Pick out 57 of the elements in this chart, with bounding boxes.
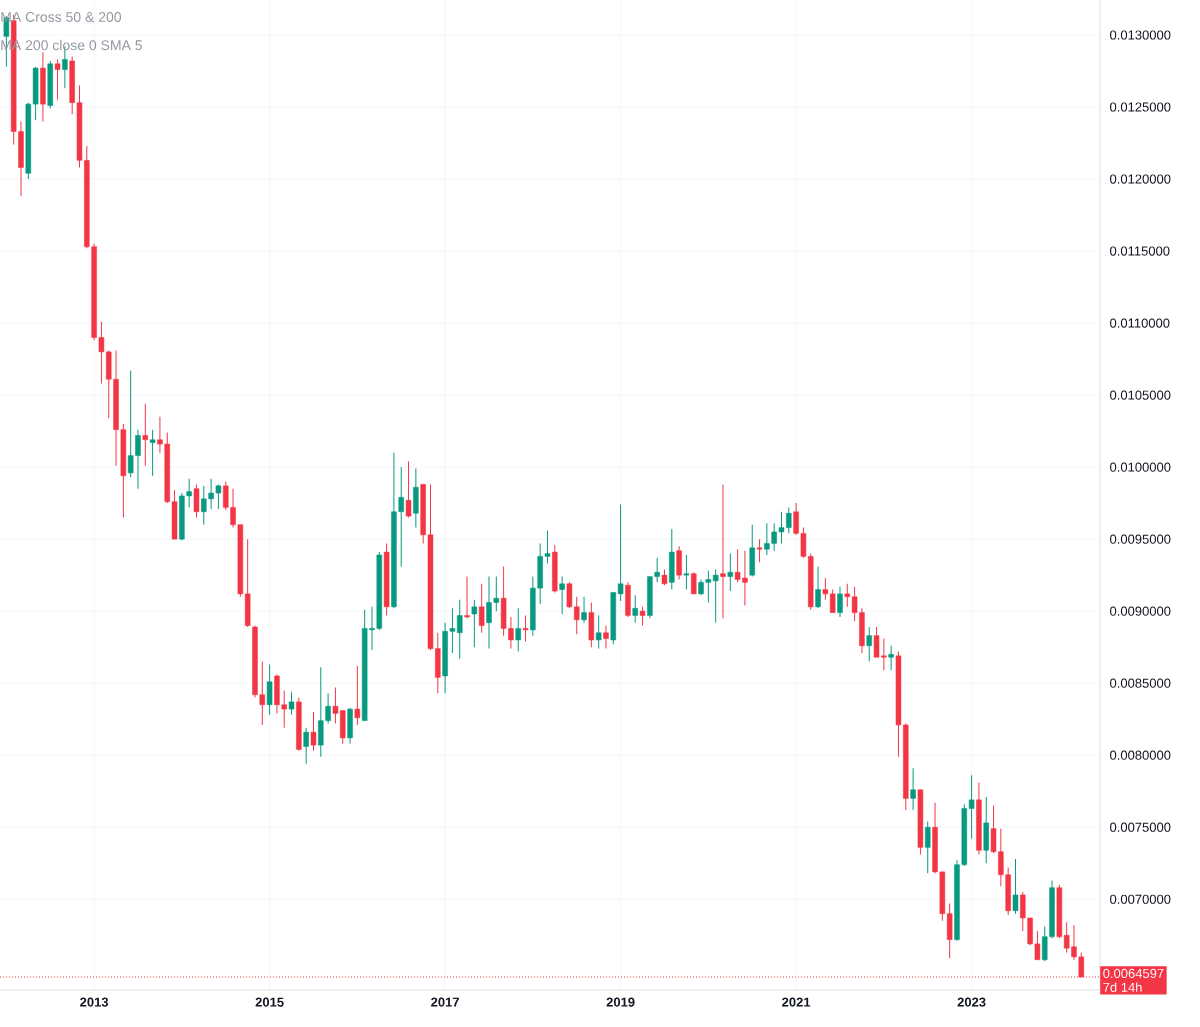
candlestick (581, 596, 587, 624)
candlestick (603, 625, 609, 650)
x-tick-label: 2013 (80, 997, 109, 1007)
candlestick (303, 727, 309, 765)
x-tick-label: 2017 (431, 997, 459, 1007)
candlestick (354, 665, 361, 726)
x-tick-label: 2015 (255, 997, 284, 1007)
candlestick (149, 429, 156, 477)
candlestick (471, 599, 478, 648)
candlestick (888, 645, 894, 671)
candlestick (639, 606, 646, 627)
candlestick (595, 614, 602, 650)
candlestick (756, 538, 763, 563)
candlestick (815, 566, 821, 609)
y-tick-label: 0.0080000 (1110, 750, 1171, 760)
y-tick-label: 0.0110000 (1110, 318, 1170, 328)
y-tick-label: 0.0105000 (1110, 390, 1171, 400)
y-tick-label: 0.0115000 (1110, 246, 1170, 256)
candlestick (822, 577, 829, 601)
candlestick (910, 767, 916, 811)
candlestick (478, 583, 485, 634)
candlestick (690, 571, 697, 595)
candlestick (515, 607, 521, 652)
candlestick (632, 594, 638, 624)
x-tick-label: 2023 (957, 997, 986, 1007)
candlestick (288, 691, 295, 716)
y-tick-label: 0.0120000 (1110, 174, 1171, 184)
y-tick-label: 0.0095000 (1110, 534, 1171, 544)
candlestick (54, 58, 61, 101)
candlestick (720, 483, 726, 619)
y-tick-label: 0.0125000 (1110, 102, 1171, 112)
y-tick-label: 0.0075000 (1110, 822, 1171, 832)
candlestick (866, 626, 872, 663)
candlestick (683, 554, 690, 591)
ref-line-label: 0.0064597 (1103, 968, 1164, 978)
candlestick (924, 820, 931, 874)
x-tick-label: 2019 (606, 997, 635, 1007)
y-tick-label: 0.0100000 (1110, 462, 1171, 472)
text: 7d 14h (1103, 982, 1142, 992)
x-tick-label: 2021 (782, 997, 811, 1007)
candlestick (559, 576, 565, 615)
candlestick (193, 483, 200, 519)
y-tick-label: 0.0090000 (1110, 606, 1171, 616)
candlestick (464, 576, 470, 619)
candlestick (522, 614, 529, 642)
y-tick-label: 0.0085000 (1110, 678, 1171, 688)
candlestick (712, 568, 719, 624)
candlestick (727, 553, 734, 592)
y-tick-label: 0.0070000 (1110, 894, 1171, 904)
candlestick (266, 663, 273, 716)
y-tick-label: 0.0130000 (1110, 30, 1171, 40)
candlestick (142, 403, 149, 467)
candlestick (829, 589, 836, 614)
candlestick (310, 711, 317, 752)
candlestick (1012, 858, 1019, 915)
candlestick (837, 586, 843, 618)
candlestick (405, 460, 412, 519)
